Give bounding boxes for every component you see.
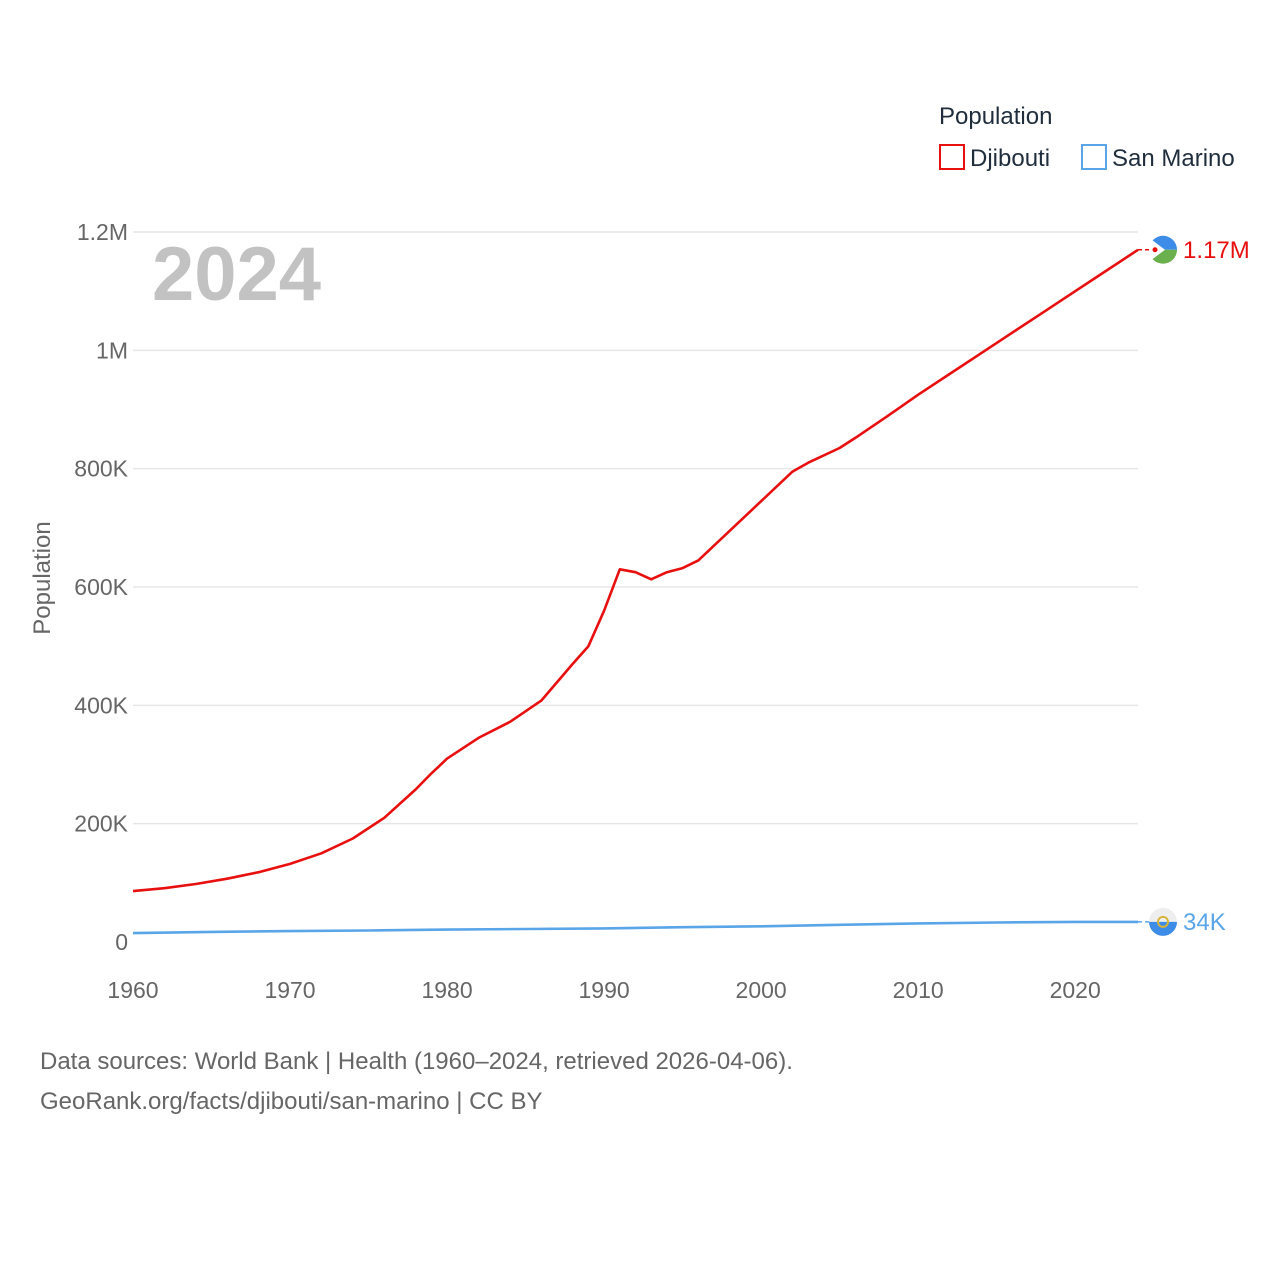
y-axis-title: Population [29,521,56,634]
x-tick-label: 1970 [264,977,315,1003]
djibouti-flag-icon [1149,235,1178,264]
y-tick-label: 800K [74,456,128,482]
footer-credits: Data sources: World Bank | Health (1960–… [40,1042,793,1122]
legend-title: Population [939,103,1052,130]
legend-label-djibouti: Djibouti [970,145,1050,172]
y-tick-label: 1.2M [77,219,128,245]
y-tick-label: 200K [74,811,128,837]
y-axis-ticks: 0 200K 400K 600K 800K 1M 1.2M [74,219,128,955]
end-value-label-djibouti: 1.17M [1183,237,1250,264]
legend: Population Djibouti San Marino [939,103,1235,172]
djibouti-flag-star [1152,247,1158,253]
y-tick-label: 400K [74,692,128,718]
source-url-text: GeoRank.org/facts/djibouti/san-marino | … [40,1088,543,1115]
data-sources-text: Data sources: World Bank | Health (1960–… [40,1048,793,1075]
san-marino-flag-icon [1149,907,1178,936]
y-tick-label: 1M [96,337,128,363]
legend-item-san-marino[interactable]: San Marino [1081,144,1235,172]
x-tick-label: 1960 [107,977,158,1003]
series-line-san-marino[interactable] [132,920,1138,935]
x-tick-label: 2020 [1050,977,1101,1003]
legend-swatch-san-marino [1081,144,1107,170]
san-marino-flag-emblem [1157,915,1169,928]
population-line-chart: 0 200K 400K 600K 800K 1M 1.2M 1960 1970 1980 1990… [29,103,1250,1003]
end-value-label-san-marino: 34K [1183,909,1226,936]
san-marino-flag-blue-band [1149,921,1178,936]
year-watermark: 2024 [152,232,321,317]
legend-swatch-djibouti [939,144,965,170]
x-axis-ticks: 1960 1970 1980 1990 2000 2010 2020 [107,977,1100,1003]
x-tick-label: 2000 [736,977,787,1003]
y-tick-label: 0 [115,929,128,955]
y-tick-label: 600K [74,574,128,600]
x-tick-label: 1990 [579,977,630,1003]
san-marino-flag-white-band [1149,907,1178,922]
grid-lines [133,231,1138,825]
series-lines [132,248,1139,935]
x-tick-label: 1980 [421,977,472,1003]
legend-label-san-marino: San Marino [1112,145,1235,172]
legend-item-djibouti[interactable]: Djibouti [939,144,1050,172]
x-tick-label: 2010 [893,977,944,1003]
series-end-markers: 1.17M 34K [1138,235,1250,936]
series-line-djibouti[interactable] [132,248,1139,893]
